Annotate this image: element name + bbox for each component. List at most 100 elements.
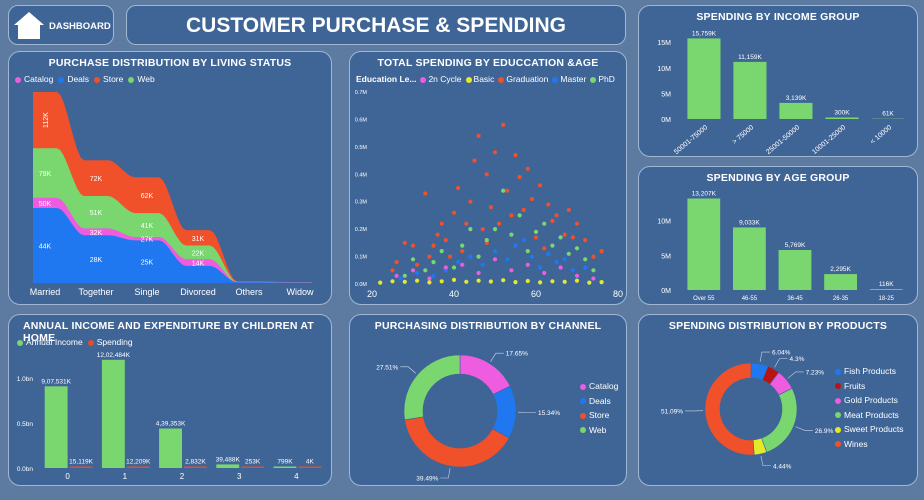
point-basic[interactable] [439, 279, 444, 284]
point-phd[interactable] [591, 268, 596, 273]
point-master[interactable] [570, 268, 575, 273]
point-2n-cycle[interactable] [476, 270, 481, 276]
point-graduation[interactable] [451, 210, 457, 215]
point-graduation[interactable] [583, 238, 588, 243]
legend-item-deals[interactable]: Deals [580, 396, 618, 406]
point-2n-cycle[interactable] [492, 257, 498, 262]
bar-18-25[interactable] [869, 289, 903, 290]
point-2n-cycle[interactable] [591, 276, 596, 281]
slice-meat-products[interactable] [761, 387, 798, 453]
point-basic[interactable] [538, 280, 543, 285]
slice-wines[interactable] [704, 362, 755, 456]
point-phd[interactable] [402, 273, 407, 278]
point-graduation[interactable] [410, 243, 416, 248]
point-graduation[interactable] [431, 243, 436, 248]
legend-item-store[interactable]: Store [94, 74, 123, 84]
legend-item-wines[interactable]: Wines [835, 439, 904, 449]
point-graduation[interactable] [427, 254, 432, 259]
point-basic[interactable] [476, 278, 481, 283]
legend-item-master[interactable]: Master [552, 74, 586, 84]
point-graduation[interactable] [550, 218, 555, 223]
point-master[interactable] [562, 257, 567, 262]
point-graduation[interactable] [546, 202, 551, 207]
bar-annual-income[interactable] [44, 386, 68, 468]
legend-item-spending[interactable]: Spending [87, 337, 133, 347]
point-graduation[interactable] [492, 150, 498, 155]
point-phd[interactable] [492, 227, 498, 232]
point-graduation[interactable] [562, 232, 567, 237]
point-graduation[interactable] [484, 172, 489, 177]
point-graduation[interactable] [439, 221, 444, 226]
point-phd[interactable] [566, 251, 571, 256]
bar-36-45[interactable] [778, 250, 812, 290]
point-graduation[interactable] [456, 185, 461, 191]
bar-26-35[interactable] [824, 274, 857, 290]
point-master[interactable] [468, 254, 473, 259]
point-phd[interactable] [431, 260, 436, 265]
point-basic[interactable] [525, 278, 530, 284]
legend-item-sweet-products[interactable]: Sweet Products [835, 424, 904, 434]
point-phd[interactable] [460, 243, 465, 248]
point-basic[interactable] [415, 278, 420, 283]
point-master[interactable] [492, 249, 498, 254]
point-2n-cycle[interactable] [525, 262, 530, 267]
point-master[interactable] [456, 260, 461, 265]
point-graduation[interactable] [566, 207, 571, 212]
slice-web[interactable] [403, 354, 461, 421]
bar-spending[interactable] [126, 466, 150, 469]
point-2n-cycle[interactable] [574, 273, 580, 278]
point-2n-cycle[interactable] [443, 265, 448, 270]
point-phd[interactable] [542, 221, 547, 226]
bar-spending[interactable] [298, 466, 322, 469]
legend-item-annual-income[interactable]: Annual Income [17, 337, 83, 347]
point-master[interactable] [521, 238, 526, 243]
bar-50001-75000[interactable] [687, 38, 721, 119]
point-graduation[interactable] [574, 221, 580, 226]
point-basic[interactable] [464, 279, 469, 284]
legend-item-meat-products[interactable]: Meat Products [835, 410, 904, 420]
point-graduation[interactable] [517, 174, 522, 180]
point-master[interactable] [398, 276, 403, 281]
point-phd[interactable] [439, 249, 444, 254]
point-master[interactable] [505, 257, 510, 262]
point-basic[interactable] [378, 280, 383, 285]
point-phd[interactable] [558, 235, 563, 240]
bar-annual-income[interactable] [273, 466, 297, 469]
legend-item-deals[interactable]: Deals [58, 74, 89, 84]
legend-item-graduation[interactable]: Graduation [498, 74, 548, 84]
point-2n-cycle[interactable] [410, 268, 416, 273]
point-graduation[interactable] [402, 240, 407, 245]
bar-annual-income[interactable] [159, 428, 182, 469]
point-graduation[interactable] [509, 213, 514, 218]
point-graduation[interactable] [394, 260, 399, 265]
point-phd[interactable] [476, 254, 481, 259]
home-button[interactable]: DASHBOARD [8, 5, 114, 45]
bar-spending[interactable] [184, 466, 207, 469]
area-deals[interactable] [33, 208, 312, 283]
legend-item-store[interactable]: Store [580, 410, 618, 420]
point-graduation[interactable] [488, 205, 493, 210]
point-graduation[interactable] [529, 196, 534, 202]
legend-item-web[interactable]: Web [128, 74, 155, 84]
legend-item-2n-cycle[interactable]: 2n Cycle [420, 74, 462, 84]
slice-store[interactable] [404, 416, 510, 468]
point-graduation[interactable] [472, 158, 477, 163]
slice-deals[interactable] [492, 385, 517, 439]
point-master[interactable] [583, 265, 588, 270]
bar-25001-50000[interactable] [779, 102, 813, 119]
point-graduation[interactable] [505, 188, 510, 193]
point-graduation[interactable] [480, 227, 485, 232]
point-graduation[interactable] [476, 133, 481, 138]
point-graduation[interactable] [497, 221, 502, 226]
point-master[interactable] [480, 262, 485, 267]
point-phd[interactable] [468, 227, 473, 232]
point-2n-cycle[interactable] [509, 268, 514, 273]
bar-annual-income[interactable] [101, 359, 125, 468]
point-graduation[interactable] [591, 254, 596, 259]
point-basic[interactable] [451, 277, 457, 282]
point-basic[interactable] [402, 279, 407, 284]
bar-annual-income[interactable] [216, 464, 240, 468]
bar-46-55[interactable] [733, 227, 766, 290]
point-graduation[interactable] [460, 249, 465, 254]
point-basic[interactable] [574, 278, 580, 283]
